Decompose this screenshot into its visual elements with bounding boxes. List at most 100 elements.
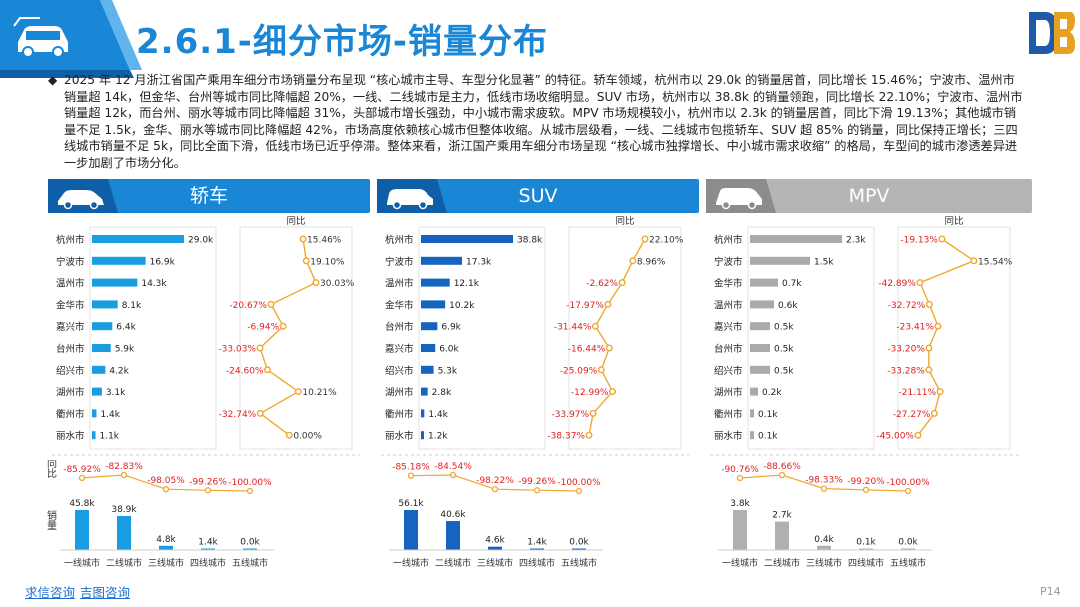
tier-label: 三线城市 [148,557,184,569]
tier-sales-label: 2.7k [772,511,792,521]
city-label: 湖州市 [56,387,85,399]
tier-sales-label: 40.6k [440,510,466,520]
tier-yoy-label: -90.76% [721,465,759,475]
yoy-label: -31.44% [554,323,592,333]
tier-yoy-point [407,472,415,479]
page-number: P14 [1040,585,1061,598]
yoy-line [588,238,646,436]
yoy-label: 22.10% [649,236,684,246]
city-label: 嘉兴市 [385,343,414,355]
tier-yoy-point [491,486,499,493]
tier-yoy-point [820,485,828,492]
tier-yoy-point [78,474,86,482]
tier-sales-label: 56.1k [398,499,424,509]
tier-sales-label: 1.4k [198,538,218,548]
city-label: 金华市 [385,299,414,311]
city-sales-bar [421,365,434,374]
yoy-label: 15.54% [978,257,1013,267]
yoy-point [914,431,922,439]
tier-sales-label: 3.8k [730,499,750,509]
yoy-point [605,344,613,352]
tier-yoy-point [778,471,786,479]
city-label: 宁波市 [56,256,85,268]
city-sales-label: 17.3k [466,257,492,267]
footer-link-2[interactable]: 吉图咨询 [80,585,131,600]
city-label: 杭州市 [714,234,743,246]
tier-sales-label: 0.0k [569,538,589,548]
yoy-point [970,257,978,265]
city-sales-bar [92,409,97,418]
city-sales-bar [92,300,118,309]
suv-panel-header: SUV [377,179,699,213]
tier-yoy-point [862,486,870,494]
city-sales-label: 3.1k [106,388,126,398]
yoy-line [917,238,976,436]
city-sales-label: 12.1k [454,279,480,289]
tier-sales-label: 0.0k [898,538,918,548]
yoy-label: -6.94% [247,323,279,333]
yoy-point [256,409,264,417]
yoy-point [925,300,933,308]
city-label: 台州市 [56,343,85,355]
side-labels: 同比 销量 [45,460,57,530]
page-title: 2.6.1-细分市场-销量分布 [136,22,549,62]
city-label: 湖州市 [714,387,743,399]
yoy-label: -21.11% [899,388,937,398]
tier-yoy-point [204,487,212,494]
tier-yoy-point [533,487,541,494]
yoy-point [936,388,944,396]
tier-sales-label: 0.0k [240,538,260,548]
city-sales-label: 1.2k [428,432,448,442]
tier-label: 三线城市 [477,557,513,569]
city-sales-label: 1.4k [428,410,448,420]
city-sales-label: 0.5k [774,345,794,355]
city-sales-bar [92,431,96,440]
city-label: 杭州市 [56,234,85,246]
city-sales-label: 0.2k [762,388,782,398]
sedan-panel-title: 轿车 [189,185,228,207]
mpv-panel-title: MPV [848,185,890,207]
tier-sales-bar [201,548,215,550]
yoy-point [938,235,946,243]
city-label: 衢州市 [714,408,743,420]
yoy-label: -42.89% [878,279,916,289]
city-sales-bar [750,278,778,287]
footer-link-1[interactable]: 求信咨询 [25,585,76,600]
tier-label: 五线城市 [890,557,926,569]
tier-label: 二线城市 [106,557,142,569]
yoy-label: 10.21% [302,388,337,398]
yoy-label: -19.13% [900,236,938,246]
yoy-label: 0.00% [293,432,322,442]
yoy-label: -33.28% [887,366,925,376]
tier-label: 二线城市 [764,557,800,569]
yoy-label: 15.46% [307,236,342,246]
bullet-icon: ◆ [48,73,58,87]
suv-panel-title: SUV [518,185,558,207]
tier-yoy-label: -85.92% [63,465,101,475]
tier-yoy-label: -85.18% [392,463,430,473]
yoy-point [302,257,310,265]
tier-label: 五线城市 [561,557,597,569]
yoy-point [934,322,942,330]
yoy-point [925,344,933,352]
tier-sales-label: 0.1k [856,538,876,548]
tier-yoy-label: -98.22% [476,476,514,486]
city-sales-label: 16.9k [150,257,176,267]
city-label: 绍兴市 [385,365,414,377]
tier-sales-bar [159,545,173,550]
city-sales-label: 1.1k [99,432,119,442]
city-label: 宁波市 [385,256,414,268]
city-sales-bar [92,387,102,396]
side-label-sales: 销量 [45,509,57,530]
tier-yoy-label: -98.05% [147,476,185,486]
tier-sales-label: 1.4k [527,538,547,548]
yoy-point [279,322,287,330]
city-label: 金华市 [714,278,743,290]
city-sales-bar [421,278,450,287]
tier-yoy-point [449,471,457,479]
city-label: 衢州市 [385,408,414,420]
tier-sales-bar [817,545,831,550]
tier-yoy-point [246,487,254,495]
